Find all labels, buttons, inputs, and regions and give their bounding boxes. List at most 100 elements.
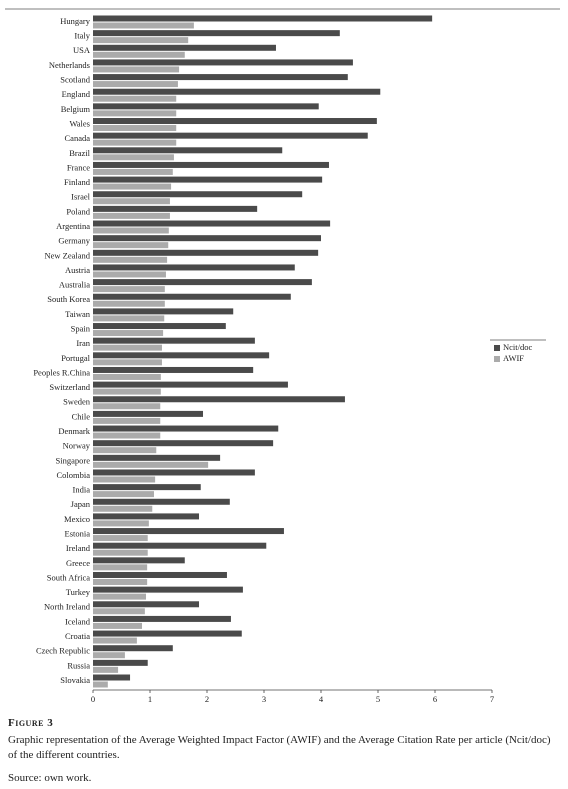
y-tick-label: Scotland — [60, 75, 90, 85]
bar — [93, 578, 148, 585]
bar — [93, 235, 321, 242]
y-tick-label: Canada — [65, 133, 91, 143]
bar — [93, 286, 165, 293]
bar — [93, 528, 284, 535]
bar — [93, 593, 147, 600]
y-tick-label: Sweden — [63, 397, 91, 407]
bar — [93, 242, 169, 249]
y-tick-label: Iceland — [65, 616, 91, 626]
bar — [93, 535, 148, 542]
bar — [93, 176, 323, 183]
legend-swatch — [494, 345, 500, 351]
y-tick-label: Australia — [59, 280, 90, 290]
x-tick-label: 6 — [433, 694, 437, 704]
bar — [93, 630, 242, 637]
y-tick-label: North Ireland — [44, 602, 91, 612]
bar — [93, 659, 148, 666]
y-tick-label: Belgium — [61, 104, 91, 114]
bar — [93, 388, 161, 395]
x-tick-label: 4 — [319, 694, 324, 704]
y-tick-label: Poland — [66, 206, 90, 216]
bar — [93, 227, 169, 234]
x-tick-label: 2 — [205, 694, 209, 704]
bar — [93, 674, 131, 681]
bar — [93, 66, 180, 73]
figure-label: Figure 3 — [8, 717, 54, 729]
bar — [93, 74, 348, 81]
y-tick-label: Italy — [74, 31, 90, 41]
y-tick-label: Japan — [71, 499, 91, 509]
bar — [93, 154, 174, 161]
y-tick-label: Peoples R.China — [33, 367, 90, 377]
y-tick-label: Taiwan — [65, 309, 91, 319]
bar — [93, 315, 165, 322]
bar — [93, 440, 274, 447]
bar — [93, 81, 178, 88]
bar — [93, 549, 148, 556]
bar — [93, 256, 168, 263]
y-tick-label: Spain — [71, 323, 91, 333]
x-tick-label: 3 — [262, 694, 266, 704]
bar — [93, 513, 200, 520]
bar — [93, 461, 209, 468]
bar — [93, 51, 185, 58]
y-tick-label: Brazil — [69, 148, 90, 158]
bar — [93, 323, 226, 330]
bar — [93, 300, 165, 307]
bar — [93, 652, 125, 659]
bar — [93, 118, 377, 125]
bar — [93, 542, 267, 549]
bar — [93, 425, 279, 432]
bar — [93, 330, 164, 337]
y-tick-label: Greece — [66, 558, 90, 568]
bar — [93, 293, 291, 300]
y-tick-label: England — [62, 89, 91, 99]
y-tick-label: Iran — [76, 338, 90, 348]
bar — [93, 308, 234, 315]
y-tick-label: France — [67, 162, 90, 172]
bar — [93, 359, 162, 366]
y-tick-label: India — [73, 485, 91, 495]
bar — [93, 454, 221, 461]
y-tick-label: Austria — [65, 265, 90, 275]
bar — [93, 381, 288, 388]
y-tick-label: Germany — [58, 236, 90, 246]
bar — [93, 505, 153, 512]
y-tick-label: Croatia — [65, 631, 90, 641]
bar — [93, 249, 319, 256]
y-tick-label: Mexico — [64, 514, 90, 524]
bar — [93, 344, 162, 351]
y-tick-label: Estonia — [65, 529, 91, 539]
bar — [93, 637, 137, 644]
y-tick-label: South Korea — [47, 294, 90, 304]
bar — [93, 279, 312, 286]
legend-swatch — [494, 356, 500, 362]
x-tick-label: 0 — [91, 694, 95, 704]
bar — [93, 469, 255, 476]
bar — [93, 271, 166, 278]
y-tick-label: Switzerland — [49, 382, 90, 392]
y-tick-label: Netherlands — [49, 60, 90, 70]
y-tick-label: Denmark — [58, 426, 90, 436]
bar — [93, 366, 254, 373]
bar — [93, 161, 329, 168]
bar — [93, 396, 345, 403]
caption: Graphic representation of the Average We… — [8, 734, 551, 761]
y-tick-label: Ireland — [66, 543, 91, 553]
bar — [93, 132, 368, 139]
chart: 0 1 2 3 4 5 6 7 Hungary Italy USA Netherlands Scotla… — [5, 8, 560, 704]
x-tick-label: 5 — [376, 694, 380, 704]
bar — [93, 476, 156, 483]
bar — [93, 645, 173, 652]
bar — [93, 564, 148, 571]
bar — [93, 432, 161, 439]
y-tick-label: South Africa — [47, 572, 90, 582]
bar — [93, 601, 200, 608]
bar — [93, 15, 433, 22]
bar — [93, 59, 353, 66]
y-tick-label: Norway — [63, 441, 91, 451]
y-tick-label: Portugal — [61, 353, 90, 363]
bar — [93, 220, 331, 227]
bar — [93, 125, 177, 132]
x-tick-label: 1 — [148, 694, 152, 704]
